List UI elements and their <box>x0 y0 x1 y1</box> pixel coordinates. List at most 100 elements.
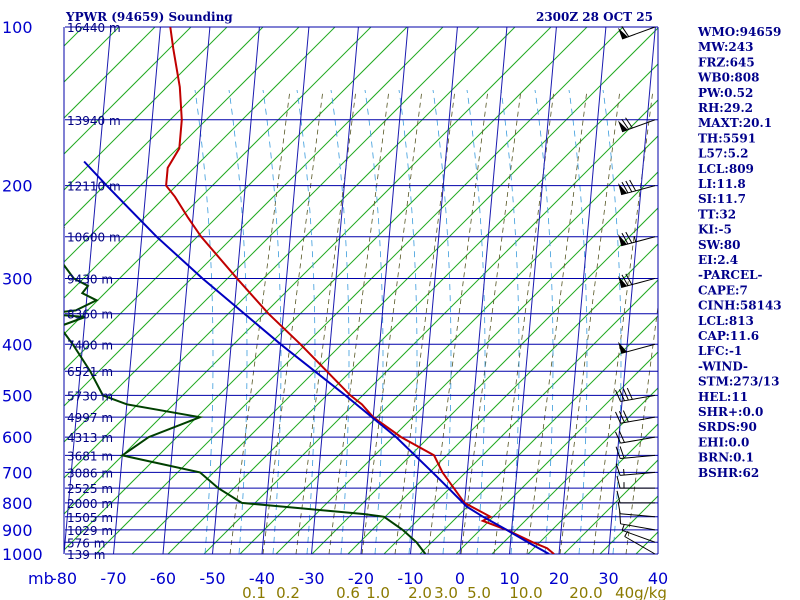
pressure-tick-label: 500 <box>2 386 33 405</box>
wind-barb-staff <box>620 416 656 424</box>
wind-barb <box>621 524 656 543</box>
index-value: MAXT:20.1 <box>698 116 772 130</box>
moist-adiabat <box>432 89 452 554</box>
mixing-ratio-label: 5.0 <box>467 584 491 600</box>
index-value: LFC:-1 <box>698 344 742 358</box>
index-value: CAP:11.6 <box>698 329 759 343</box>
mixing-ratio-label: 2.0 <box>408 584 432 600</box>
index-value: EI:2.4 <box>698 253 738 267</box>
moist-adiabat <box>262 89 282 554</box>
wind-barb-staff <box>621 529 656 543</box>
index-value: L57:5.2 <box>698 147 748 161</box>
wind-barb-staff <box>620 436 656 444</box>
wind-barb <box>618 341 656 354</box>
wind-barb-flag <box>621 26 630 37</box>
height-label: 5730 m <box>67 389 113 403</box>
temperature-tick-label: -10 <box>397 569 423 588</box>
isotherm <box>410 27 458 554</box>
pressure-tick-label: 900 <box>2 521 33 540</box>
wind-barb <box>617 501 656 518</box>
index-value: FRZ:645 <box>698 55 755 69</box>
wind-barb-flag <box>622 410 629 423</box>
temperature-tick-label: -40 <box>249 569 275 588</box>
index-value: HEL:11 <box>698 390 748 404</box>
wind-barb-flag <box>615 463 621 476</box>
height-label: 2000 m <box>67 497 113 511</box>
mixing-ratio-line <box>559 89 621 554</box>
mixing-ratio-line <box>262 89 324 554</box>
temperature-tick-label: 20 <box>549 569 569 588</box>
mixing-ratio-line <box>427 89 489 554</box>
wind-barbs <box>615 26 656 555</box>
height-label: 16440 m <box>67 21 121 35</box>
wind-barb-pennant <box>618 120 628 132</box>
wind-barb-pennant <box>618 27 628 39</box>
moist-adiabat <box>568 89 588 554</box>
dry-adiabat <box>64 27 192 155</box>
wind-barb-flag <box>619 446 625 459</box>
dry-adiabat <box>563 459 658 554</box>
index-value: SRDS:90 <box>698 420 757 434</box>
height-label: 12110 m <box>67 180 121 194</box>
date-time: 2300Z 28 OCT 25 <box>536 10 653 24</box>
wind-barb <box>615 387 656 402</box>
isotherm <box>64 27 112 554</box>
index-value: EHI:0.0 <box>698 435 749 449</box>
isotherm <box>261 27 310 554</box>
wind-barb-staff <box>624 536 656 555</box>
temperature-tick-label: -50 <box>199 569 225 588</box>
temperature-line <box>165 27 555 554</box>
height-label: 1029 m <box>67 524 113 538</box>
isotherm <box>509 27 557 554</box>
wind-barb-flag <box>615 431 621 444</box>
index-value: LCL:809 <box>698 162 754 176</box>
mixing-ratio-label: 0.2 <box>276 584 300 600</box>
dry-adiabat <box>64 27 336 299</box>
dry-adiabat <box>64 27 228 191</box>
moist-adiabat <box>534 89 554 554</box>
isotherm <box>212 27 260 554</box>
index-value: SHR+:0.0 <box>698 405 763 419</box>
wind-barb-flag <box>625 273 633 285</box>
mixing-ratio-label: 0.6 <box>336 584 360 600</box>
wind-barb <box>618 179 656 196</box>
temperature-tick-label: 0 <box>455 569 465 588</box>
pressure-tick-label: 400 <box>2 335 33 354</box>
wind-barb-flag <box>625 180 633 193</box>
wind-barb-staff <box>620 523 656 531</box>
wind-barb-flag <box>618 411 625 423</box>
index-value: CINH:58143 <box>698 299 782 313</box>
grid-lines <box>64 27 658 554</box>
index-value: WB0:808 <box>697 71 759 85</box>
dry-adiabat <box>64 27 444 407</box>
height-label: 576 m <box>67 536 105 550</box>
wind-barb-flag <box>621 274 629 286</box>
height-label: 1505 m <box>67 511 113 525</box>
dry-adiabat <box>64 27 264 227</box>
dry-adiabat <box>64 27 552 515</box>
index-value: TT:32 <box>698 207 736 221</box>
wind-barb-flag <box>615 411 621 424</box>
wind-barb-flag <box>617 501 621 514</box>
wind-barb-half-flag <box>633 235 637 243</box>
mixing-ratio-line <box>229 89 291 554</box>
index-value: STM:273/13 <box>698 375 779 389</box>
wind-barb-flag <box>625 117 633 129</box>
pressure-tick-label: 600 <box>2 428 33 447</box>
station-title: YPWR (94659) Sounding <box>65 10 233 24</box>
index-value: KI:-5 <box>698 223 732 237</box>
temperature-tick-label: 40 <box>648 569 668 588</box>
dry-adiabat <box>64 27 588 551</box>
mixing-ratio-line <box>328 89 390 554</box>
isotherm <box>459 27 508 554</box>
index-value: LI:11.8 <box>698 177 746 191</box>
dewpoint-line <box>64 226 427 554</box>
wind-barb-flag <box>616 490 621 504</box>
dry-adiabat <box>167 63 658 554</box>
wind-barb <box>618 117 656 133</box>
wind-barb-flag <box>621 181 629 194</box>
index-value: CAPE:7 <box>698 283 748 297</box>
temperature-tick-label: 30 <box>598 569 618 588</box>
